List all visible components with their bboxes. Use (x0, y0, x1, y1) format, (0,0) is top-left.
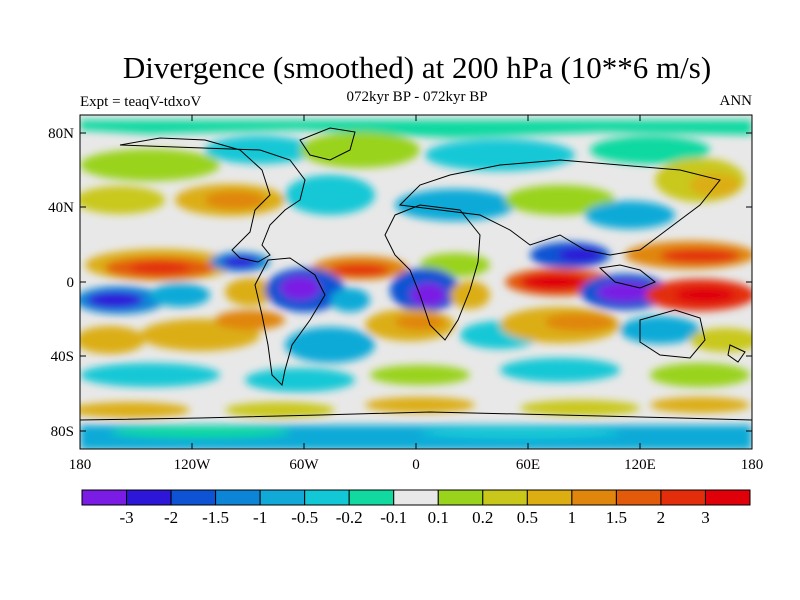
season-label: ANN (719, 93, 753, 109)
colorbar-swatch (615, 489, 662, 506)
colorbar-swatch (482, 489, 528, 506)
colorbar-label: -0.5 (291, 508, 318, 527)
lat-tick-80n: 80N (48, 126, 74, 142)
colorbar-label: -1.5 (202, 508, 229, 527)
colorbar-label: -3 (119, 508, 133, 527)
colorbar-label: -1 (253, 508, 267, 527)
coastlines (80, 127, 752, 421)
colorbar-swatch (81, 489, 128, 506)
colorbar-swatch (704, 489, 751, 506)
plot-title: Divergence (smoothed) at 200 hPa (10**6 … (122, 50, 712, 85)
colorbar-swatch (215, 489, 261, 506)
lat-tick-40n: 40N (48, 200, 74, 216)
colorbar-swatch (348, 489, 395, 506)
colorbar-label: -2 (164, 508, 178, 527)
colorbar-label: 1.5 (606, 508, 627, 527)
latitude-axis: 80N 40N 0 40S 80S (48, 126, 752, 440)
colorbar-swatch (393, 489, 439, 506)
experiment-label: Expt = teaqV-tdxoV (80, 94, 202, 110)
longitude-axis: 180 120W 60W 0 60E 120E 180 (69, 115, 764, 473)
colorbar-label: 0.5 (517, 508, 538, 527)
colorbar-swatch (571, 489, 617, 506)
colorbar: -3 -2 -1.5 -1 -0.5 -0.2 -0.1 0.1 0.2 0.5 1 1.5 2 3 (81, 489, 751, 527)
colorbar-label: -0.2 (336, 508, 363, 527)
colorbar-swatch (304, 489, 350, 506)
colorbar-label: 1 (568, 508, 577, 527)
lon-tick-180e: 180 (741, 457, 764, 473)
colorbar-label: 3 (701, 508, 710, 527)
colorbar-swatch (170, 489, 217, 506)
lon-tick-120w: 120W (174, 457, 212, 473)
colorbar-label: 0.1 (428, 508, 449, 527)
period-subtitle: 072kyr BP - 072kyr BP (346, 89, 488, 105)
lon-tick-120e: 120E (624, 457, 656, 473)
lat-tick-80s: 80S (51, 424, 74, 440)
lon-tick-0: 0 (412, 457, 420, 473)
divergence-field (80, 115, 752, 449)
colorbar-label: -0.1 (380, 508, 407, 527)
lon-tick-180w: 180 (69, 457, 92, 473)
lon-tick-60e: 60E (516, 457, 540, 473)
colorbar-swatch (526, 489, 573, 506)
colorbar-swatch (259, 489, 306, 506)
colorbar-swatch (437, 489, 484, 506)
colorbar-label: 0.2 (472, 508, 493, 527)
lon-tick-60w: 60W (289, 457, 319, 473)
colorbar-label: 2 (657, 508, 666, 527)
colorbar-swatch (126, 489, 172, 506)
lat-tick-40s: 40S (51, 349, 74, 365)
lat-tick-0: 0 (67, 275, 75, 291)
colorbar-swatch (660, 489, 706, 506)
